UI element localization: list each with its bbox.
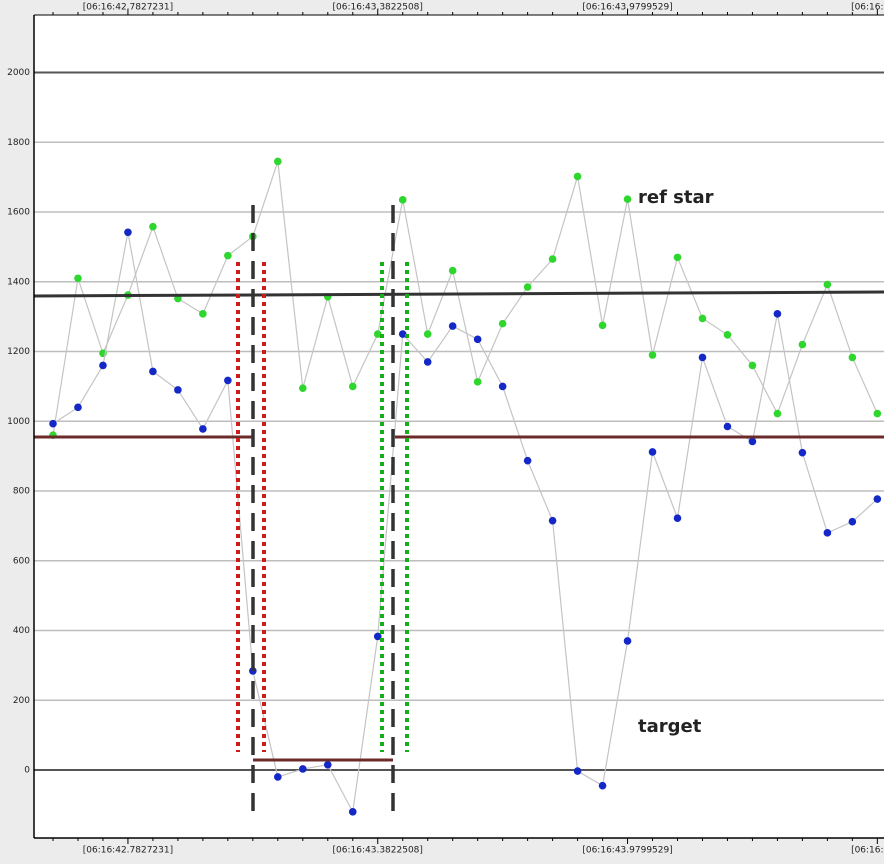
data-point [523, 456, 532, 465]
data-point [348, 808, 357, 816]
data-point [398, 196, 407, 204]
data-point [548, 255, 557, 263]
data-point [748, 361, 757, 370]
annotation: ref star [638, 187, 714, 208]
data-point [873, 495, 882, 503]
data-point [224, 376, 232, 385]
grid [34, 71, 884, 771]
data-point [773, 310, 782, 318]
data-point [748, 437, 757, 446]
data-point [798, 448, 807, 457]
data-point [723, 422, 732, 431]
data-point [698, 353, 707, 362]
series-layer [49, 157, 882, 816]
data-point [623, 637, 632, 645]
y-tick-label: 1400 [7, 277, 30, 287]
data-point [323, 760, 332, 769]
data-point [348, 382, 357, 391]
data-point [823, 280, 832, 289]
data-point [149, 367, 157, 376]
data-point [598, 321, 607, 330]
x-tick-label: [06:16:43.9799529] [582, 846, 672, 856]
data-point [99, 361, 107, 370]
data-point [648, 351, 657, 359]
data-point [49, 419, 57, 428]
data-point [274, 157, 282, 166]
data-point [573, 172, 582, 181]
data-point [473, 335, 482, 344]
ref-mean-line [33, 290, 884, 298]
x-tick-label-top: [06:16:43.9799529] [582, 3, 672, 13]
data-point [199, 425, 207, 433]
data-point [573, 767, 582, 775]
data-point [598, 781, 607, 790]
data-point [498, 319, 507, 328]
data-point [773, 409, 782, 418]
data-point [723, 330, 732, 339]
data-point [299, 765, 307, 773]
data-point [548, 516, 557, 525]
x-tick-label-top: [06:16:44.5 [851, 3, 884, 13]
data-point [124, 228, 132, 237]
data-point [623, 195, 632, 203]
data-point [149, 222, 157, 231]
data-point [299, 384, 307, 392]
data-point [423, 330, 432, 338]
overlay [33, 205, 884, 815]
data-point [498, 382, 507, 391]
y-tick-label: 1800 [7, 138, 30, 148]
series-line [52, 232, 878, 814]
data-point [373, 632, 382, 641]
data-point [823, 529, 832, 537]
x-tick-label: [06:16:42.7827231] [83, 846, 173, 856]
x-tick-label: [06:16:44.5 [851, 846, 884, 856]
data-point [174, 386, 182, 394]
y-tick-label: 0 [24, 765, 30, 775]
annotation: target [638, 716, 702, 737]
x-tick-label-top: [06:16:43.3822508] [333, 3, 423, 13]
data-point [74, 403, 82, 412]
x-tick-label-top: [06:16:42.7827231] [83, 3, 173, 13]
data-point [448, 266, 457, 275]
data-point [199, 310, 207, 318]
data-point [673, 253, 682, 262]
data-point [698, 314, 707, 323]
data-point [798, 340, 807, 349]
data-point [423, 358, 432, 366]
y-tick-label: 2000 [7, 68, 30, 78]
data-point [473, 378, 482, 386]
data-point [274, 773, 282, 781]
y-tick-label: 200 [13, 696, 30, 706]
data-point [224, 251, 232, 260]
y-tick-label: 1000 [7, 417, 30, 427]
y-tick-label: 600 [13, 556, 30, 566]
y-tick-label: 1600 [7, 208, 30, 218]
data-point [448, 322, 457, 330]
y-tick-label: 800 [13, 487, 30, 497]
data-point [523, 283, 532, 291]
data-point [398, 330, 407, 338]
data-point [373, 330, 382, 338]
data-point [673, 514, 682, 523]
series-line [52, 161, 878, 436]
data-point [848, 353, 857, 362]
data-point [74, 274, 82, 283]
y-tick-label: 1200 [7, 347, 30, 357]
data-point [648, 448, 657, 456]
plot-area [34, 15, 884, 838]
data-point [848, 517, 857, 526]
x-tick-label: [06:16:43.3822508] [333, 846, 423, 856]
y-tick-label: 400 [13, 626, 30, 636]
data-point [873, 409, 882, 418]
